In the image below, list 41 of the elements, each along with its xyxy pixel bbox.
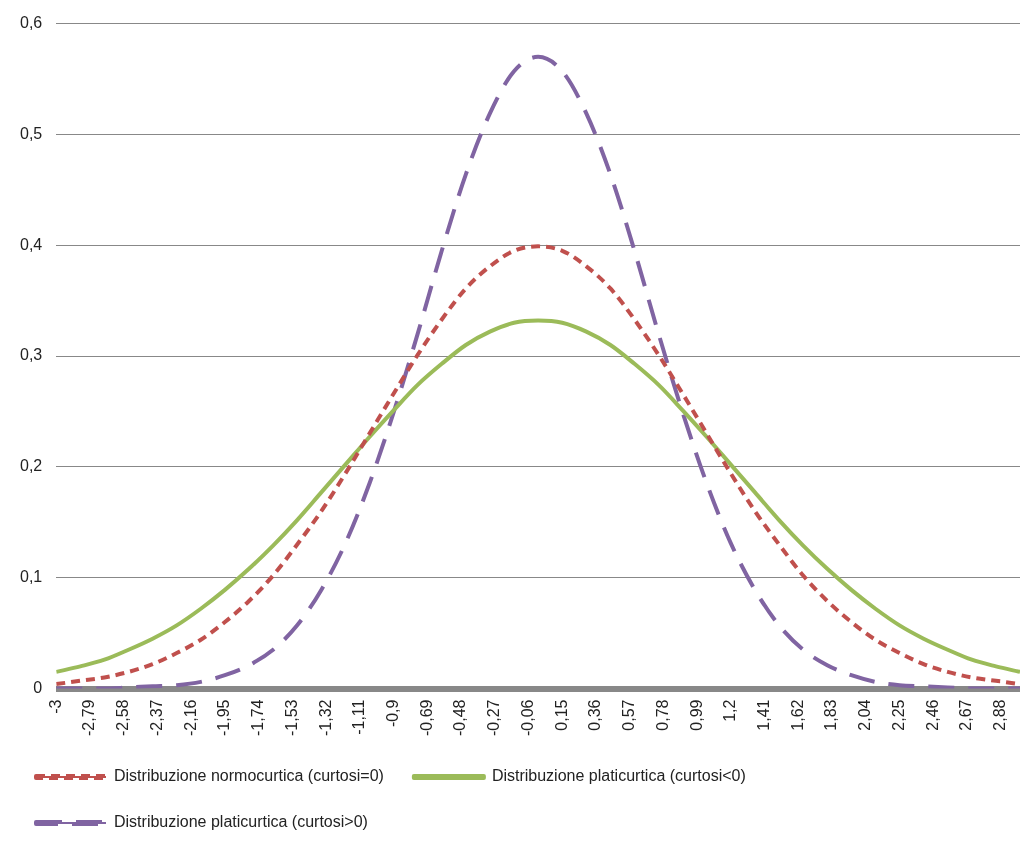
x-tick-label: -0,69 xyxy=(417,699,435,736)
x-tick-label: 1,41 xyxy=(755,699,773,731)
x-tick-label: -1,53 xyxy=(282,699,300,736)
legend-label: Distribuzione platicurtica (curtosi<0) xyxy=(491,767,746,785)
x-tick-label: -2,16 xyxy=(181,699,199,736)
x-tick-label: 1,83 xyxy=(822,699,840,731)
y-tick-label: 0,6 xyxy=(19,14,43,32)
legend-label: Distribuzione normocurtica (curtosi=0) xyxy=(114,767,384,785)
x-tick-label: -0,48 xyxy=(451,699,469,736)
x-tick-label: 0,57 xyxy=(620,699,638,731)
y-tick-label: 0,1 xyxy=(19,568,43,586)
x-tick-label: -2,37 xyxy=(147,699,165,736)
x-tick-label: -2,79 xyxy=(80,699,98,736)
line-series xyxy=(56,318,1020,674)
x-tick-label: -0,06 xyxy=(518,699,536,736)
y-tick-label: 0 xyxy=(33,678,43,696)
x-tick-label: 2,04 xyxy=(856,699,874,731)
x-tick-label: 0,99 xyxy=(687,699,705,731)
legend-label: Distribuzione platicurtica (curtosi>0) xyxy=(114,813,368,831)
x-tick-label: -2,58 xyxy=(114,699,132,736)
x-tick-label: 2,67 xyxy=(957,699,975,731)
x-tick-label: 1,62 xyxy=(788,699,806,731)
x-tick-label: 0,15 xyxy=(552,699,570,731)
x-tick-label: 0,78 xyxy=(653,699,671,731)
y-tick-label: 0,3 xyxy=(19,346,43,364)
x-tick-label: 1,2 xyxy=(721,699,739,722)
x-tick-label: -3 xyxy=(46,699,64,714)
x-tick-label: -1,95 xyxy=(215,699,233,736)
x-tick-label: 0,36 xyxy=(586,699,604,731)
x-tick-label: 2,46 xyxy=(923,699,941,731)
x-tick-label: 2,88 xyxy=(991,699,1009,731)
y-tick-label: 0,5 xyxy=(19,124,43,142)
x-tick-label: -1,11 xyxy=(350,699,368,735)
x-tick-label: -1,74 xyxy=(249,699,267,736)
x-tick-label: -1,32 xyxy=(316,699,334,736)
x-tick-label: 2,25 xyxy=(889,699,907,731)
y-tick-label: 0,4 xyxy=(19,235,43,253)
x-tick-label: -0,9 xyxy=(383,699,401,728)
x-tick-label: -0,27 xyxy=(485,699,503,736)
line-series xyxy=(56,54,1020,689)
y-tick-label: 0,2 xyxy=(19,457,43,475)
